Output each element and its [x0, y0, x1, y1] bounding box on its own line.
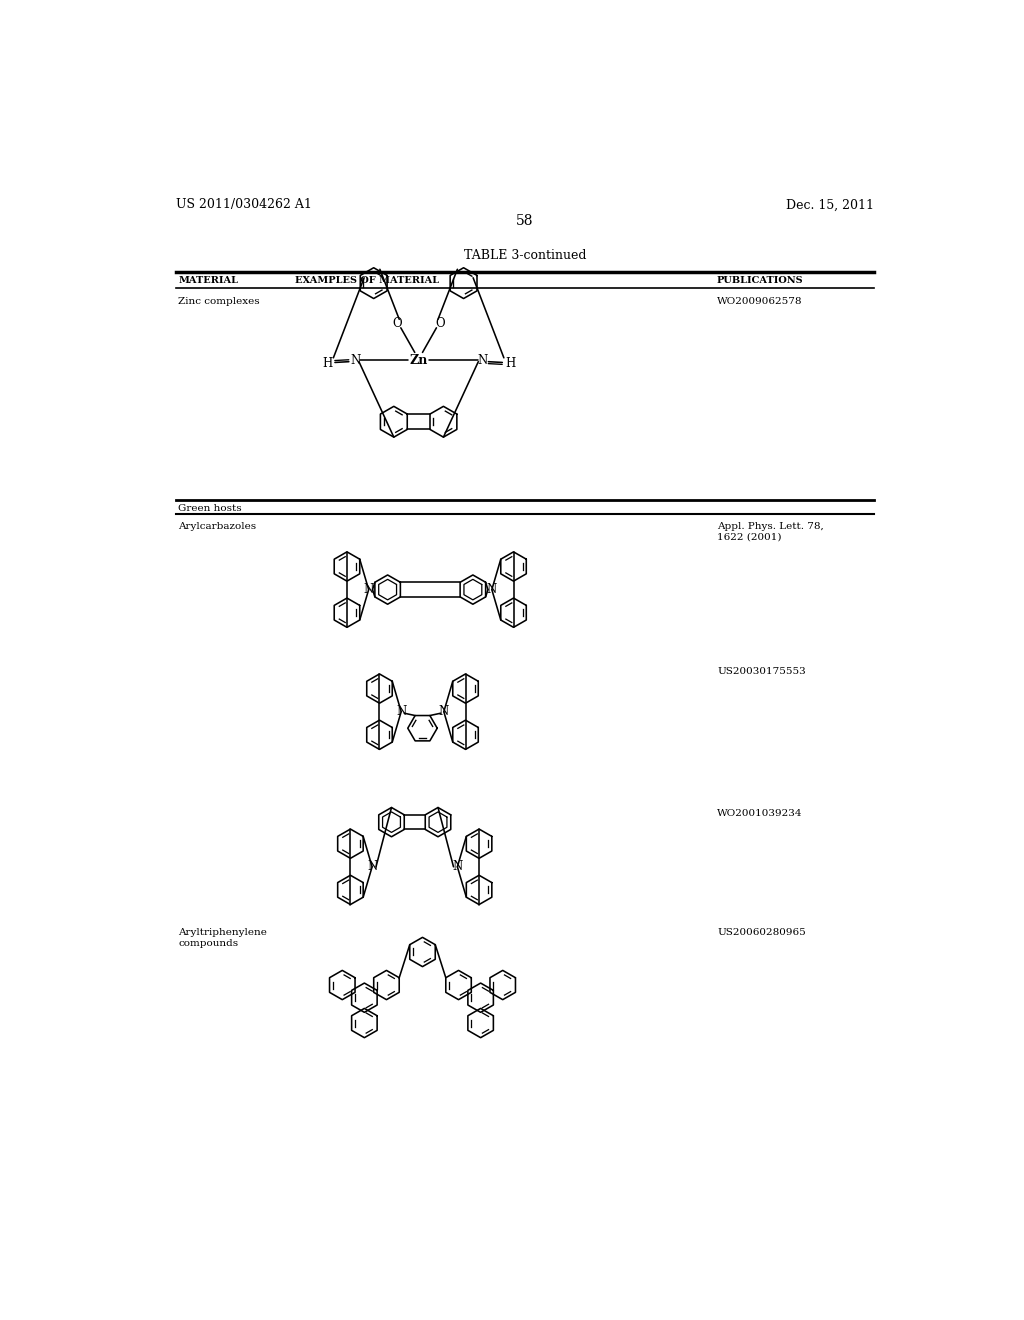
Text: N: N: [453, 861, 463, 874]
Text: US20030175553: US20030175553: [717, 667, 806, 676]
Text: Arylcarbazoles: Arylcarbazoles: [178, 521, 256, 531]
Text: Aryltriphenylene
compounds: Aryltriphenylene compounds: [178, 928, 267, 948]
Text: O: O: [435, 317, 445, 330]
Text: US 2011/0304262 A1: US 2011/0304262 A1: [176, 198, 312, 211]
Text: EXAMPLES OF MATERIAL: EXAMPLES OF MATERIAL: [295, 276, 438, 285]
Text: MATERIAL: MATERIAL: [178, 276, 239, 285]
Text: WO2001039234: WO2001039234: [717, 809, 803, 818]
Text: US20060280965: US20060280965: [717, 928, 806, 937]
Text: Zinc complexes: Zinc complexes: [178, 297, 260, 306]
Text: Appl. Phys. Lett. 78,
1622 (2001): Appl. Phys. Lett. 78, 1622 (2001): [717, 521, 823, 541]
Text: Green hosts: Green hosts: [178, 504, 242, 513]
Text: Zn: Zn: [410, 354, 428, 367]
Text: TABLE 3-continued: TABLE 3-continued: [464, 249, 586, 263]
Text: PUBLICATIONS: PUBLICATIONS: [717, 276, 804, 285]
Text: N: N: [486, 583, 497, 597]
Text: H: H: [505, 358, 515, 371]
Text: N: N: [367, 861, 377, 874]
Text: N: N: [364, 583, 374, 597]
Text: N: N: [396, 705, 407, 718]
Text: N: N: [477, 354, 487, 367]
Text: N: N: [438, 705, 449, 718]
Text: 58: 58: [516, 214, 534, 228]
Text: WO2009062578: WO2009062578: [717, 297, 803, 306]
Text: Dec. 15, 2011: Dec. 15, 2011: [785, 198, 873, 211]
Text: O: O: [392, 317, 401, 330]
Text: N: N: [350, 354, 360, 367]
Text: H: H: [323, 358, 333, 371]
